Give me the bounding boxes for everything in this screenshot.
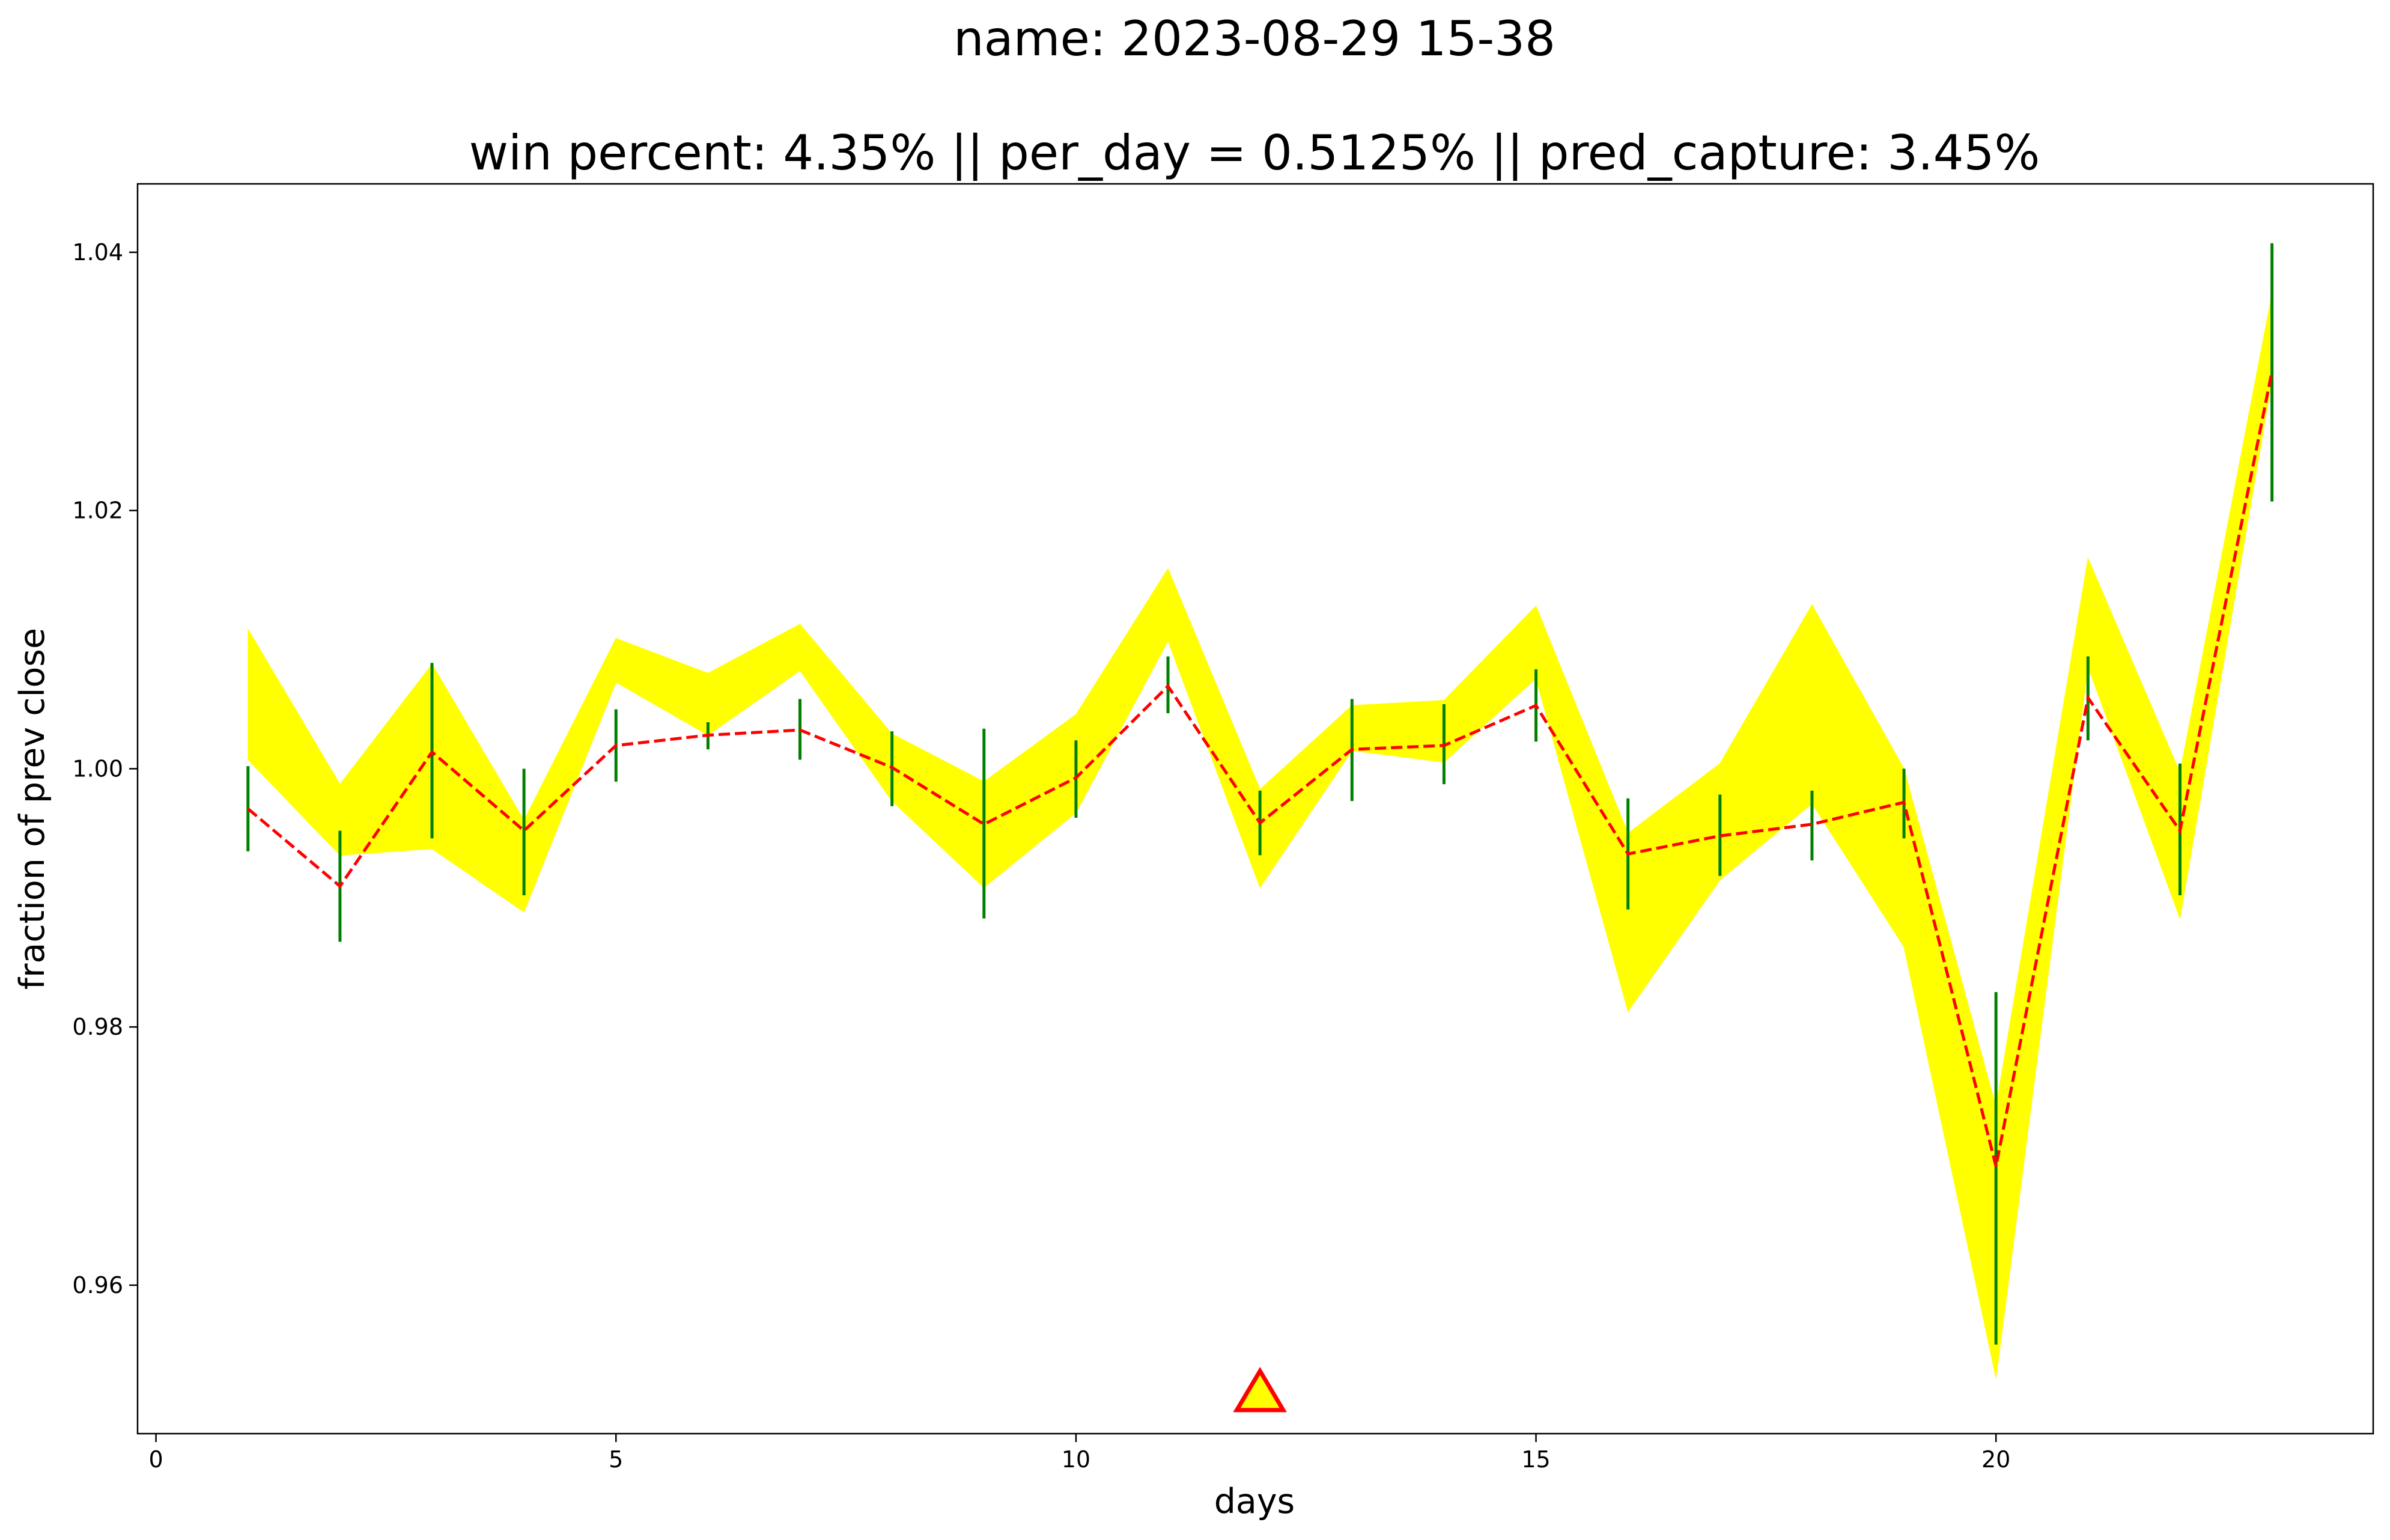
y-tick-label: 0.98 bbox=[72, 1014, 123, 1040]
prediction-line bbox=[247, 371, 2274, 1167]
y-tick-label: 1.04 bbox=[72, 239, 123, 266]
chart-title-line-2: win percent: 4.35% || per_day = 0.5125% … bbox=[469, 125, 2040, 181]
plot-area bbox=[246, 243, 2274, 1413]
y-tick-label: 1.02 bbox=[72, 498, 123, 524]
plot-frame bbox=[136, 183, 2374, 1435]
axes: 0 5 10 15 20 0.96 0.98 1.00 1.02 1.04 bbox=[72, 239, 2010, 1473]
y-tick-label: 0.96 bbox=[72, 1272, 123, 1298]
x-axis-label: days bbox=[1214, 1482, 1295, 1521]
x-tick-label: 10 bbox=[1062, 1446, 1090, 1473]
x-tick-label: 15 bbox=[1521, 1446, 1550, 1473]
x-tick-label: 5 bbox=[609, 1446, 623, 1473]
triangle-marker bbox=[1233, 1366, 1287, 1413]
x-tick-label: 0 bbox=[149, 1446, 163, 1473]
y-axis-label: fraction of prev close bbox=[13, 628, 52, 990]
x-tick-label: 20 bbox=[1981, 1446, 2010, 1473]
chart-title-line-1: name: 2023-08-29 15-38 bbox=[953, 11, 1555, 67]
y-tick-label: 1.00 bbox=[72, 755, 123, 782]
